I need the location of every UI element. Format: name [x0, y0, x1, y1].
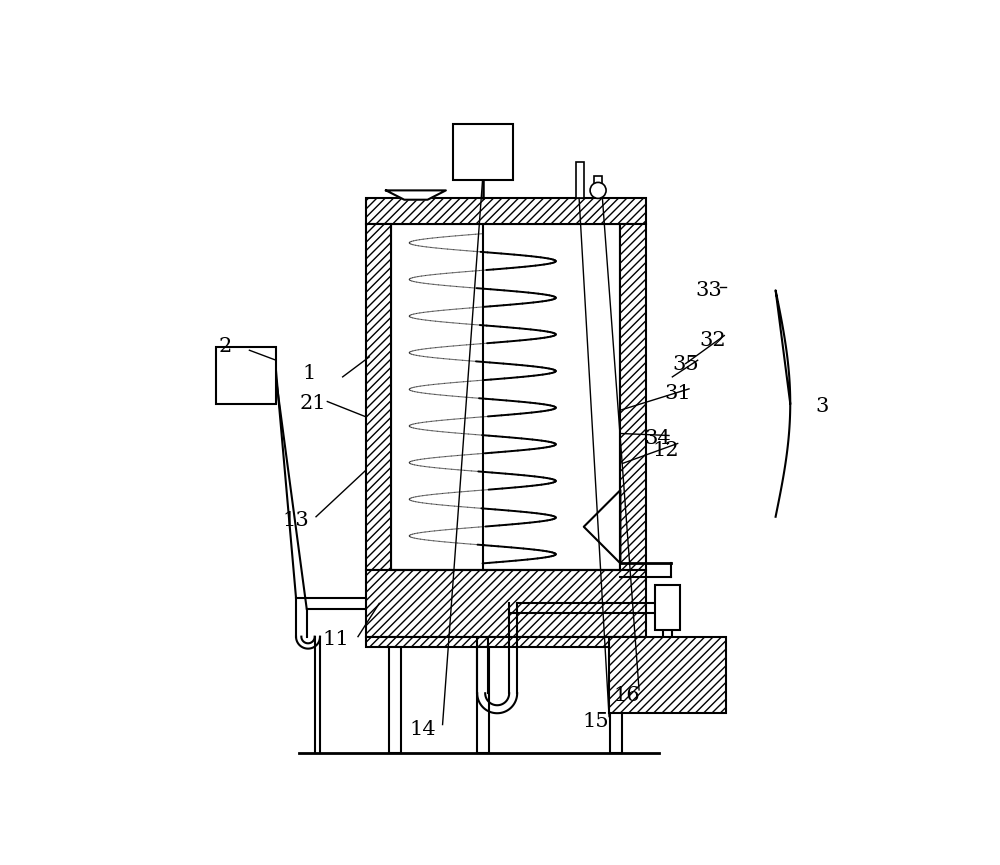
Bar: [366, 637, 646, 647]
Text: 13: 13: [283, 510, 309, 529]
Polygon shape: [386, 190, 446, 200]
Bar: [366, 198, 646, 224]
Text: 33: 33: [696, 281, 722, 300]
Bar: [453, 124, 512, 181]
Bar: [477, 647, 489, 753]
Text: 12: 12: [652, 440, 679, 459]
Bar: [366, 224, 391, 570]
Text: 1: 1: [303, 364, 316, 383]
Text: 14: 14: [409, 721, 436, 740]
Bar: [620, 224, 646, 570]
Bar: [609, 637, 726, 714]
Text: 11: 11: [323, 631, 349, 650]
Text: 31: 31: [664, 384, 691, 403]
Text: 3: 3: [816, 397, 829, 416]
Text: 2: 2: [218, 337, 231, 356]
Bar: [655, 585, 680, 630]
Bar: [389, 647, 401, 753]
Text: 32: 32: [699, 330, 726, 349]
Bar: [610, 647, 622, 753]
Text: 15: 15: [582, 713, 609, 732]
Circle shape: [590, 183, 606, 198]
Bar: [594, 176, 602, 198]
Bar: [216, 347, 276, 403]
Text: 16: 16: [614, 686, 640, 705]
Text: 34: 34: [644, 429, 671, 448]
Bar: [576, 162, 584, 198]
Text: 35: 35: [672, 356, 699, 375]
Bar: [366, 570, 646, 637]
Bar: [391, 224, 620, 570]
Text: 21: 21: [299, 394, 326, 413]
